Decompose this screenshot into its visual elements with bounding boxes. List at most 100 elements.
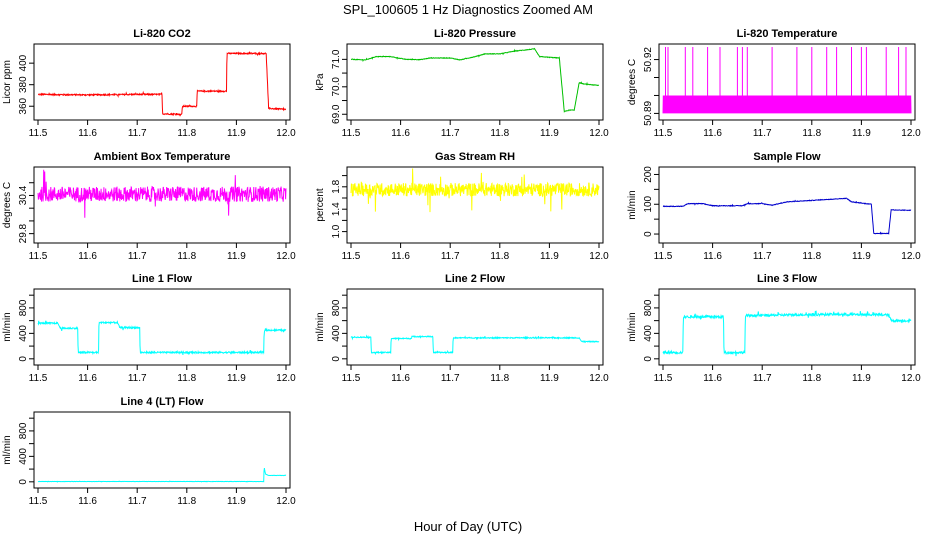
panel-10-y-tick-label: 800 bbox=[18, 422, 29, 439]
panel-3: Li-820 Temperature degrees C 11.5 11.6 11.7 1… bbox=[627, 28, 921, 139]
panel-10-x-tick-label: 11.9 bbox=[227, 496, 246, 507]
panel-3-x-tick-label: 11.5 bbox=[654, 128, 673, 139]
panel-7-frame bbox=[33, 288, 291, 366]
panel-1: Li-820 CO2 Licor ppm 11.5 11.6 11.7 11.8 11.9 1… bbox=[2, 28, 296, 139]
panel-6-title: Sample Flow bbox=[753, 151, 821, 163]
panel-4-frame bbox=[33, 166, 291, 244]
panel-7-y-tick-label: 800 bbox=[18, 299, 29, 316]
panel-3-y-tick-label: 50.92 bbox=[643, 47, 654, 72]
panel-9-x-tick-label: 11.6 bbox=[703, 373, 722, 384]
panel-6-y-tick-label: 0 bbox=[643, 231, 654, 237]
panel-7: Line 1 Flow ml/min 11.5 11.6 11.7 11.8 11.9 12.… bbox=[2, 273, 296, 384]
panel-2-frame bbox=[346, 43, 604, 121]
panel-4: Ambient Box Temperature degrees C 11.5 11.6… bbox=[2, 151, 296, 262]
panel-5-x-tick-label: 11.9 bbox=[540, 251, 559, 262]
panel-9-x-tick-label: 11.8 bbox=[802, 373, 821, 384]
panel-1-x-tick-label: 11.7 bbox=[128, 128, 147, 139]
panel-10-y-axis-label: ml/min bbox=[2, 435, 13, 464]
panel-6-frame bbox=[658, 166, 916, 244]
panel-8-x-tick-label: 11.9 bbox=[540, 373, 559, 384]
panel-7-y-tick-label: 400 bbox=[18, 325, 29, 342]
panel-3-x-tick-label: 11.6 bbox=[703, 128, 722, 139]
panel-1-x-tick-label: 11.5 bbox=[29, 128, 48, 139]
panel-6-y-tick-label: 200 bbox=[643, 166, 654, 183]
panel-5-x-tick-label: 12.0 bbox=[589, 251, 609, 262]
panel-10-series-line bbox=[37, 468, 287, 483]
panel-9-y-tick-label: 0 bbox=[643, 356, 654, 362]
panel-2-title: Li-820 Pressure bbox=[434, 28, 516, 40]
panel-6-x-tick-label: 11.5 bbox=[654, 251, 673, 262]
panel-6-y-axis-label: ml/min bbox=[627, 190, 638, 219]
panel-2: Li-820 Pressure kPa 11.5 11.6 11.7 11.8 11.9 12… bbox=[315, 28, 609, 139]
panel-2-series-line bbox=[351, 47, 600, 113]
panel-2-x-tick-label: 12.0 bbox=[589, 128, 609, 139]
panel-5-series-line bbox=[350, 168, 600, 213]
panel-8-y-axis-label: ml/min bbox=[315, 312, 326, 341]
panel-5: Gas Stream RH percent 11.5 11.6 11.7 11.8 11.9… bbox=[315, 151, 609, 262]
panel-4-series-line bbox=[37, 169, 287, 218]
panel-1-y-axis-label: Licor ppm bbox=[2, 60, 13, 104]
panel-8-frame bbox=[346, 288, 604, 366]
panel-8-y-tick-label: 0 bbox=[331, 356, 342, 362]
panel-1-x-tick-label: 11.6 bbox=[78, 128, 97, 139]
panel-8-title: Line 2 Flow bbox=[445, 273, 505, 285]
panel-8: Line 2 Flow ml/min 11.5 11.6 11.7 11.8 11.9 12.… bbox=[315, 273, 609, 384]
panel-7-title: Line 1 Flow bbox=[132, 273, 192, 285]
panel-9-series-line bbox=[662, 310, 912, 357]
panel-3-frame bbox=[658, 43, 916, 121]
panel-3-series-line bbox=[662, 47, 912, 114]
panel-10-x-tick-label: 12.0 bbox=[276, 496, 296, 507]
panel-4-title: Ambient Box Temperature bbox=[94, 151, 231, 163]
panel-10-x-tick-label: 11.6 bbox=[78, 496, 97, 507]
panel-7-x-tick-label: 11.5 bbox=[29, 373, 48, 384]
panel-6-x-tick-label: 11.8 bbox=[802, 251, 821, 262]
panel-1-title: Li-820 CO2 bbox=[133, 28, 190, 40]
panel-10-x-tick-label: 11.8 bbox=[177, 496, 196, 507]
panel-7-x-tick-label: 11.7 bbox=[128, 373, 147, 384]
panel-4-y-tick-label: 29.8 bbox=[18, 223, 29, 243]
panel-5-y-axis-label: percent bbox=[315, 188, 326, 222]
panel-1-y-tick-label: 360 bbox=[18, 97, 29, 114]
panel-3-x-tick-label: 11.7 bbox=[753, 128, 772, 139]
panel-4-x-tick-label: 11.5 bbox=[29, 251, 48, 262]
panel-7-x-tick-label: 11.9 bbox=[227, 373, 246, 384]
panel-5-y-tick-label: 1.4 bbox=[331, 202, 342, 216]
panel-10-y-tick-label: 0 bbox=[18, 479, 29, 485]
panel-10-frame bbox=[33, 411, 291, 489]
panel-1-x-tick-label: 12.0 bbox=[276, 128, 296, 139]
panel-3-x-tick-label: 11.9 bbox=[852, 128, 871, 139]
panel-6-series-line bbox=[662, 197, 912, 235]
panel-6: Sample Flow ml/min 11.5 11.6 11.7 11.8 11.9 12.… bbox=[627, 151, 921, 262]
panel-9: Line 3 Flow ml/min 11.5 11.6 11.7 11.8 11.9 12.… bbox=[627, 273, 921, 384]
panel-4-x-tick-label: 11.6 bbox=[78, 251, 97, 262]
panel-6-x-tick-label: 12.0 bbox=[901, 251, 921, 262]
panel-8-x-tick-label: 12.0 bbox=[589, 373, 609, 384]
panel-2-y-axis-label: kPa bbox=[315, 73, 326, 91]
panel-2-x-tick-label: 11.7 bbox=[441, 128, 460, 139]
panel-8-x-tick-label: 11.8 bbox=[490, 373, 509, 384]
panel-2-y-tick-label: 71.0 bbox=[331, 49, 342, 69]
panel-2-x-tick-label: 11.9 bbox=[540, 128, 559, 139]
panel-9-x-tick-label: 12.0 bbox=[901, 373, 921, 384]
panel-1-frame bbox=[33, 43, 291, 121]
panel-9-y-axis-label: ml/min bbox=[627, 312, 638, 341]
figure-x-axis-label: Hour of Day (UTC) bbox=[414, 519, 522, 534]
panel-2-x-tick-label: 11.5 bbox=[342, 128, 361, 139]
panel-2-y-tick-label: 70.0 bbox=[331, 77, 342, 97]
panel-8-x-tick-label: 11.7 bbox=[441, 373, 460, 384]
panel-9-x-tick-label: 11.9 bbox=[852, 373, 871, 384]
panel-5-x-tick-label: 11.5 bbox=[342, 251, 361, 262]
panel-6-x-tick-label: 11.9 bbox=[852, 251, 871, 262]
panel-8-y-tick-label: 400 bbox=[331, 325, 342, 342]
panel-4-y-axis-label: degrees C bbox=[2, 182, 13, 228]
panel-5-y-tick-label: 1.8 bbox=[331, 179, 342, 193]
panel-3-title: Li-820 Temperature bbox=[737, 28, 838, 40]
panel-4-x-tick-label: 11.8 bbox=[177, 251, 196, 262]
panel-3-x-tick-label: 11.8 bbox=[802, 128, 821, 139]
panel-9-y-tick-label: 400 bbox=[643, 325, 654, 342]
panel-1-x-tick-label: 11.9 bbox=[227, 128, 246, 139]
panel-1-y-tick-label: 380 bbox=[18, 76, 29, 93]
panel-8-x-tick-label: 11.6 bbox=[391, 373, 410, 384]
panel-4-y-tick-label: 30.4 bbox=[18, 185, 29, 205]
